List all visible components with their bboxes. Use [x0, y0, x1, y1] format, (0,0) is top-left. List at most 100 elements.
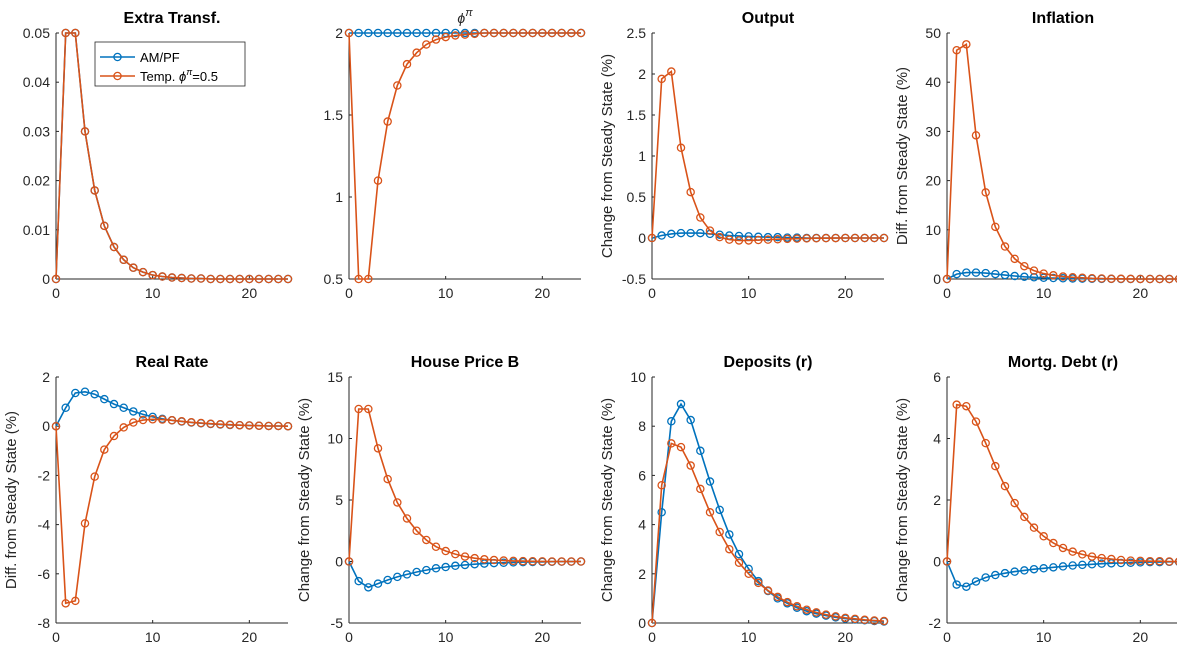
x-tick-label: 10: [741, 629, 757, 645]
series-line-temp: [946, 403, 1177, 563]
y-tick-label: 2: [335, 25, 343, 41]
data-point: [1039, 269, 1048, 278]
data-point: [119, 403, 128, 412]
data-point: [841, 233, 850, 243]
data-point: [567, 28, 576, 38]
y-tick-label: 10: [630, 369, 646, 385]
data-point: [138, 410, 148, 419]
data-point: [196, 418, 206, 428]
data-point: [441, 562, 450, 572]
data-point: [744, 236, 753, 245]
data-point: [981, 188, 990, 197]
data-point: [715, 232, 724, 242]
data-point: [952, 269, 961, 279]
data-point: [354, 274, 363, 284]
data-point: [1136, 556, 1145, 566]
data-point: [557, 557, 566, 566]
data-point: [61, 403, 70, 412]
data-point: [412, 28, 421, 38]
y-tick-label: 1.5: [627, 107, 647, 123]
data-point: [1000, 270, 1010, 280]
data-point: [773, 592, 782, 602]
data-point: [167, 273, 177, 282]
data-point: [167, 416, 177, 425]
data-point: [109, 431, 119, 441]
data-point: [1010, 254, 1019, 264]
y-tick-label: 2.5: [627, 25, 647, 41]
data-point: [705, 477, 715, 486]
data-point: [206, 419, 215, 428]
data-point: [802, 234, 811, 243]
data-point: [657, 231, 666, 240]
y-tick-label: 6: [638, 467, 646, 483]
data-point: [354, 404, 363, 414]
data-point: [354, 28, 363, 38]
data-point: [1039, 564, 1048, 573]
y-tick-label: 0.5: [627, 189, 647, 205]
data-point: [383, 474, 392, 484]
data-point: [451, 31, 460, 40]
data-point: [981, 438, 990, 448]
data-point: [667, 67, 676, 76]
data-point: [763, 586, 773, 595]
data-point: [567, 557, 576, 566]
data-point: [254, 274, 264, 284]
data-point: [344, 557, 354, 566]
y-tick-label: 0: [42, 271, 50, 287]
data-point: [518, 28, 528, 38]
data-point: [402, 514, 412, 523]
data-point: [528, 28, 537, 38]
data-point: [480, 28, 489, 38]
data-point: [148, 412, 157, 422]
data-point: [402, 28, 412, 38]
data-point: [734, 231, 744, 241]
data-point: [1165, 274, 1174, 284]
y-tick-label: 0: [42, 418, 50, 434]
x-tick-label: 10: [741, 285, 757, 301]
y-tick-label: -8: [38, 615, 51, 631]
data-point: [1058, 272, 1068, 281]
data-point: [422, 535, 431, 545]
x-tick-label: 20: [535, 285, 551, 301]
data-point: [470, 29, 479, 39]
data-point: [129, 407, 138, 416]
data-point: [364, 274, 373, 284]
data-point: [480, 555, 489, 564]
y-axis-label: Change from Steady State (%): [894, 398, 911, 602]
data-point: [696, 446, 705, 456]
data-point: [676, 399, 686, 409]
data-point: [1155, 556, 1164, 566]
data-point: [812, 608, 821, 617]
x-tick-label: 0: [52, 629, 60, 645]
data-point: [657, 480, 666, 490]
y-tick-label: 8: [638, 418, 646, 434]
data-point: [773, 234, 782, 244]
y-axis-label: Diff. from Steady State (%): [3, 411, 20, 589]
data-point: [879, 616, 889, 626]
data-point: [1049, 538, 1058, 548]
data-point: [841, 613, 850, 623]
data-point: [344, 28, 354, 38]
data-point: [991, 461, 1000, 471]
data-point: [1020, 261, 1029, 271]
y-axis-label: Change from Steady State (%): [296, 398, 313, 602]
data-point: [1010, 498, 1019, 508]
data-point: [264, 274, 273, 284]
data-point: [1155, 274, 1164, 284]
series-line-temp: [651, 442, 885, 624]
data-point: [971, 577, 981, 586]
subplot-title: Extra Transf.: [124, 10, 221, 27]
data-point: [676, 143, 686, 153]
data-point: [373, 444, 383, 453]
data-point: [667, 229, 676, 239]
data-point: [734, 236, 744, 245]
data-point: [245, 274, 254, 284]
data-point: [860, 615, 869, 625]
data-point: [402, 570, 412, 579]
data-point: [51, 274, 61, 284]
data-point: [1087, 274, 1097, 283]
data-point: [657, 74, 666, 84]
data-point: [783, 597, 792, 607]
